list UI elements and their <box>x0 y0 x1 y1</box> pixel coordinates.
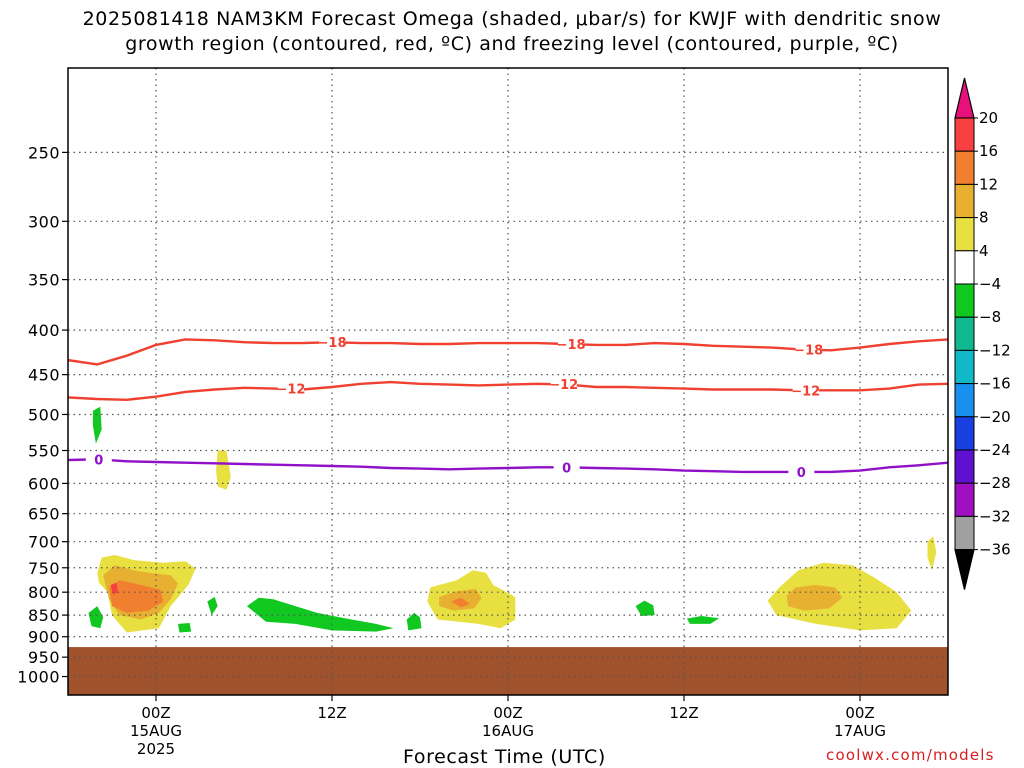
y-tick-label: 950 <box>28 648 60 667</box>
y-axis-ticks: 250 300 350 400 450 500 550 600 650 700 750 800 850 9… <box>17 143 68 687</box>
y-tick-label: 1000 <box>17 668 60 687</box>
x-tick-label: 15AUG <box>130 722 182 740</box>
x-tick-label: 2025 <box>137 740 175 758</box>
omega-region <box>178 623 192 633</box>
colorbar-tick-label: −20 <box>979 408 1011 426</box>
colorbar: 20 16 12 8 4 −4 −8 −12 −16 −20 −24 −28 −32 −36 <box>954 77 1011 590</box>
y-tick-label: 400 <box>28 321 60 340</box>
x-tick-label: 00Z <box>141 704 170 722</box>
x-tick-label: 12Z <box>669 704 698 722</box>
y-tick-label: 450 <box>28 366 60 385</box>
omega-region <box>686 616 720 624</box>
site-credit[interactable]: coolwx.com/models <box>826 746 995 764</box>
contour-label: 0 <box>94 453 103 468</box>
omega-region <box>246 597 394 632</box>
contour-label: −12 <box>791 384 820 399</box>
x-tick-label: 17AUG <box>834 722 886 740</box>
omega-region <box>216 450 231 490</box>
colorbar-segment <box>954 416 975 451</box>
omega-region <box>450 597 470 608</box>
omega-region <box>109 580 164 613</box>
y-tick-label: 850 <box>28 606 60 625</box>
omega-region <box>110 582 118 595</box>
y-tick-label: 250 <box>28 143 60 162</box>
colorbar-tick-label: 20 <box>979 109 998 127</box>
contour-label: −12 <box>276 383 305 398</box>
contour-label-bg <box>553 460 580 475</box>
colorbar-segment <box>954 449 975 484</box>
contour-label-bg <box>795 342 822 357</box>
contour-label: −18 <box>557 338 586 353</box>
y-tick-label: 600 <box>28 474 60 493</box>
y-tick-label: 750 <box>28 559 60 578</box>
omega-region <box>635 600 655 616</box>
x-tick-label: 16AUG <box>482 722 534 740</box>
grid <box>68 68 948 695</box>
omega-region <box>786 585 843 611</box>
chart-title-line-2: growth region (contoured, red, ºC) and f… <box>125 33 899 55</box>
colorbar-segment <box>954 515 975 551</box>
colorbar-tick-label: −36 <box>979 541 1011 559</box>
terrain <box>68 647 948 695</box>
colorbar-segment <box>954 183 975 219</box>
colorbar-tick-label: 8 <box>979 209 989 227</box>
colorbar-tick-label: −8 <box>979 308 1001 326</box>
colorbar-segment <box>954 117 975 152</box>
colorbar-bottom-arrow <box>954 548 975 590</box>
omega-region <box>88 606 104 629</box>
y-tick-label: 350 <box>28 271 60 290</box>
y-tick-label: 800 <box>28 583 60 602</box>
y-tick-label: 700 <box>28 533 60 552</box>
colorbar-tick-label: −16 <box>979 375 1011 393</box>
omega-region <box>92 406 102 444</box>
colorbar-segment <box>954 250 975 285</box>
y-tick-label: 500 <box>28 405 60 424</box>
x-tick-label: 00Z <box>493 704 522 722</box>
colorbar-segment <box>954 217 975 252</box>
colorbar-segment <box>954 349 975 385</box>
chart-title-line-1: 2025081418 NAM3KM Forecast Omega (shaded… <box>82 8 942 30</box>
omega-region <box>406 612 422 631</box>
contour-label-bg <box>558 337 585 352</box>
contour-label: 0 <box>562 461 571 476</box>
colorbar-tick-label: −4 <box>979 275 1001 293</box>
contour-label: −18 <box>794 343 823 358</box>
omega-shading <box>88 406 937 633</box>
omega-region <box>207 596 218 616</box>
colorbar-tick-label: −12 <box>979 341 1011 359</box>
colorbar-segment <box>954 383 975 418</box>
colorbar-tick-label: −28 <box>979 474 1011 492</box>
colorbar-top-arrow <box>954 77 975 119</box>
contour-label: −12 <box>549 378 578 393</box>
x-axis-label: Forecast Time (UTC) <box>403 746 606 768</box>
temperature-contours: −18 −18 −18 −12 −12 −12 0 0 0 <box>68 335 948 481</box>
y-tick-label: 300 <box>28 212 60 231</box>
y-tick-label: 650 <box>28 505 60 524</box>
contour-label-bg <box>550 376 577 391</box>
y-tick-label: 550 <box>28 442 60 461</box>
contour-label-bg <box>792 383 819 398</box>
contour-label-bg <box>85 452 112 467</box>
omega-region <box>927 536 937 571</box>
colorbar-tick-label: 4 <box>979 242 989 260</box>
colorbar-tick-label: 16 <box>979 142 998 160</box>
contour-label-bg <box>319 335 345 350</box>
y-tick-label: 900 <box>28 628 60 647</box>
colorbar-tick-label: 12 <box>979 175 998 193</box>
colorbar-tick-label: −24 <box>979 441 1011 459</box>
x-tick-label: 00Z <box>845 704 874 722</box>
terrain-fill <box>68 647 948 695</box>
contour-label-bg <box>788 464 815 479</box>
colorbar-segment <box>954 150 975 185</box>
colorbar-segment <box>954 283 975 318</box>
x-tick-label: 12Z <box>317 704 346 722</box>
contour-label-bg <box>277 381 304 396</box>
contour-label: 0 <box>797 466 806 481</box>
colorbar-segment <box>954 316 975 351</box>
colorbar-segment <box>954 482 975 517</box>
colorbar-tick-label: −32 <box>979 507 1011 525</box>
contour-label: −18 <box>318 336 347 351</box>
